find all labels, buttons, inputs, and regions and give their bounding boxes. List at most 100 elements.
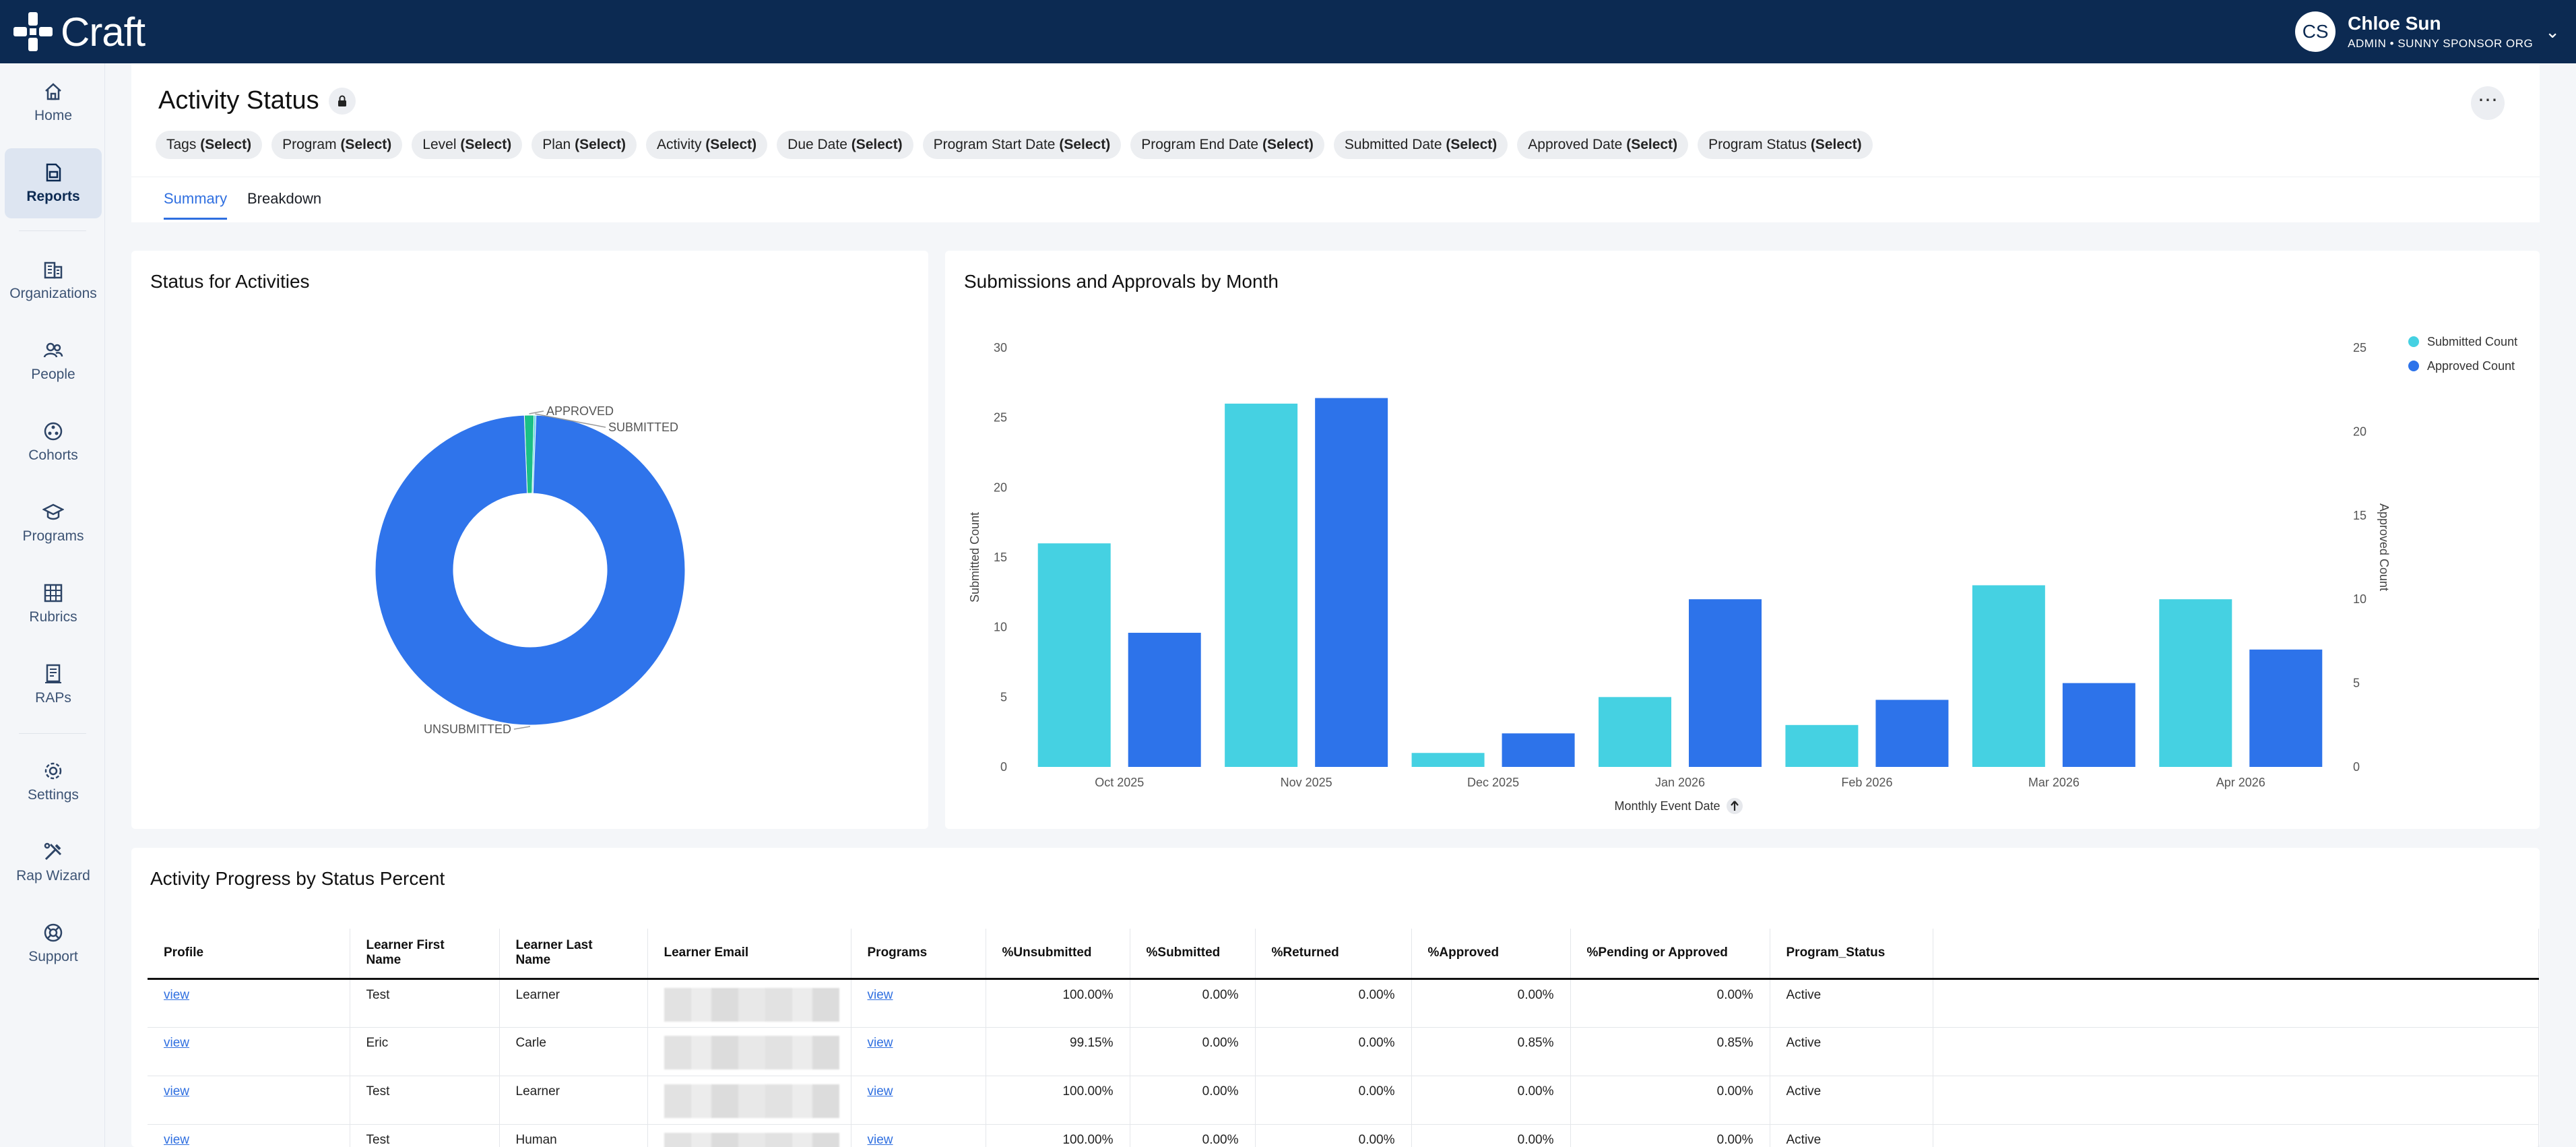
sidebar-item-rap-wizard[interactable]: Rap Wizard xyxy=(5,828,102,898)
sidebar-item-label: Support xyxy=(28,949,78,964)
empty-cell xyxy=(1933,1027,2539,1076)
bar-approved-count xyxy=(1315,398,1388,767)
email-cell-redacted xyxy=(647,1076,851,1125)
craft-logo[interactable]: Craft xyxy=(11,9,146,55)
chevron-down-icon[interactable]: ⌄ xyxy=(2545,21,2560,42)
sidebar-item-settings[interactable]: Settings xyxy=(5,747,102,817)
column-header[interactable]: Program_Status xyxy=(1770,929,1933,980)
column-header[interactable]: %Pending or Approved xyxy=(1570,929,1770,980)
x-axis-tick-label: Dec 2025 xyxy=(1467,776,1519,789)
sidebar-item-home[interactable]: Home xyxy=(5,67,102,137)
submissions-bar-chart: 0 5 10 15 20 25 30 0 5 10 15 20 25 Submitted Count App… xyxy=(968,335,2517,814)
submitted-cell: 0.00% xyxy=(1130,979,1256,1028)
more-options-button[interactable]: ⋯ xyxy=(2471,86,2505,120)
profile-view-link[interactable]: view xyxy=(164,1084,190,1098)
column-header[interactable]: Learner Last Name xyxy=(499,929,648,980)
programs-view-link[interactable]: view xyxy=(867,1035,893,1050)
sidebar-item-cohorts[interactable]: Cohorts xyxy=(5,407,102,477)
sidebar-item-raps[interactable]: RAPs xyxy=(5,650,102,720)
page-title-text: Activity Status xyxy=(158,86,319,115)
sidebar-item-organizations[interactable]: Organizations xyxy=(5,245,102,315)
sidebar-item-support[interactable]: Support xyxy=(5,908,102,979)
y-axis-tick-label: 0 xyxy=(1000,760,1007,774)
column-header[interactable]: Profile xyxy=(148,929,350,980)
sidebar: Home Reports Organizations People Cohort… xyxy=(0,63,105,1147)
email-cell-redacted xyxy=(647,1027,851,1076)
sidebar-item-label: RAPs xyxy=(35,690,71,706)
sidebar-item-programs[interactable]: Programs xyxy=(5,488,102,558)
nav-divider xyxy=(19,230,86,231)
filter-program[interactable]: Program (Select) xyxy=(271,131,403,159)
sidebar-item-rubrics[interactable]: Rubrics xyxy=(5,569,102,639)
pending-cell: 0.85% xyxy=(1570,1027,1770,1076)
x-axis-tick-label: Feb 2026 xyxy=(1841,776,1892,789)
sidebar-item-label: Reports xyxy=(26,189,80,204)
programs-view-link[interactable]: view xyxy=(867,1084,893,1098)
donut-leader-line xyxy=(529,410,544,414)
sidebar-item-label: Programs xyxy=(22,528,84,544)
filter-approved-date[interactable]: Approved Date (Select) xyxy=(1517,131,1689,159)
column-header[interactable]: Learner First Name xyxy=(350,929,500,980)
filter-submitted-date[interactable]: Submitted Date (Select) xyxy=(1333,131,1508,159)
filter-activity[interactable]: Activity (Select) xyxy=(645,131,768,159)
home-icon xyxy=(45,83,61,100)
avatar[interactable]: CS xyxy=(2295,11,2336,52)
submitted-cell: 0.00% xyxy=(1130,1027,1256,1076)
bar-approved-count xyxy=(2249,649,2323,767)
status-card: Status for Activities APPROVED SUBMITTED U… xyxy=(131,251,928,829)
tab-breakdown[interactable]: Breakdown xyxy=(247,190,322,207)
filter-tags[interactable]: Tags (Select) xyxy=(156,131,263,159)
filter-program-end-date[interactable]: Program End Date (Select) xyxy=(1130,131,1324,159)
donut-leader-line xyxy=(513,726,531,730)
table-header-row: Profile Learner First Name Learner Last … xyxy=(148,929,2539,980)
column-header[interactable]: %Unsubmitted xyxy=(986,929,1130,980)
donut-label: UNSUBMITTED xyxy=(424,722,511,736)
last-name-cell: Carle xyxy=(499,1027,648,1076)
status-cell: Active xyxy=(1770,1027,1933,1076)
profile-view-link[interactable]: view xyxy=(164,1132,190,1147)
legend-item[interactable]: Submitted Count xyxy=(2408,335,2517,348)
y2-axis-tick-label: 10 xyxy=(2353,592,2366,606)
programs-view-link[interactable]: view xyxy=(867,1132,893,1147)
user-menu[interactable]: CS Chloe Sun ADMIN • SUNNY SPONSOR ORG ⌄ xyxy=(2295,9,2560,54)
filter-plan[interactable]: Plan (Select) xyxy=(532,131,637,159)
profile-view-link[interactable]: view xyxy=(164,1035,190,1050)
sidebar-item-label: Rubrics xyxy=(29,609,77,625)
cohort-icon xyxy=(44,422,63,441)
filter-due-date[interactable]: Due Date (Select) xyxy=(777,131,913,159)
tab-summary[interactable]: Summary xyxy=(164,190,228,220)
y2-axis-tick-label: 20 xyxy=(2353,425,2366,438)
document-icon xyxy=(45,664,61,683)
x-axis-tick-label: Apr 2026 xyxy=(2216,776,2265,789)
x-axis-tick-label: Oct 2025 xyxy=(1095,776,1144,789)
submitted-cell: 0.00% xyxy=(1130,1076,1256,1125)
filter-program-status[interactable]: Program Status (Select) xyxy=(1698,131,1873,159)
lock-icon[interactable] xyxy=(328,87,356,115)
progress-card: Activity Progress by Status Percent Prof… xyxy=(131,848,2540,1147)
column-header[interactable]: %Returned xyxy=(1255,929,1412,980)
legend-item[interactable]: Approved Count xyxy=(2408,359,2515,373)
sidebar-item-label: Organizations xyxy=(9,286,97,301)
approved-cell: 0.00% xyxy=(1411,1124,1571,1147)
y-axis-tick-label: 10 xyxy=(994,621,1007,634)
column-header[interactable]: Programs xyxy=(851,929,986,980)
sidebar-item-reports[interactable]: Reports xyxy=(5,148,102,218)
email-cell-redacted xyxy=(647,979,851,1028)
sidebar-item-people[interactable]: People xyxy=(5,326,102,396)
column-header[interactable]: Learner Email xyxy=(647,929,851,980)
filter-level[interactable]: Level (Select) xyxy=(412,131,523,159)
bar-submitted-count xyxy=(1972,585,2045,767)
programs-view-link[interactable]: view xyxy=(867,987,893,1002)
first-name-cell: Test xyxy=(350,979,500,1028)
approved-cell: 0.00% xyxy=(1411,979,1571,1028)
sidebar-item-label: Cohorts xyxy=(28,447,78,463)
donut-slice-unsubmitted xyxy=(375,414,686,726)
column-header[interactable]: %Submitted xyxy=(1130,929,1256,980)
page-title: Activity Status xyxy=(158,86,356,115)
y-axis-tick-label: 25 xyxy=(994,411,1007,425)
profile-view-link[interactable]: view xyxy=(164,987,190,1002)
column-header-empty xyxy=(1933,929,2539,980)
filter-program-start-date[interactable]: Program Start Date (Select) xyxy=(922,131,1122,159)
column-header[interactable]: %Approved xyxy=(1411,929,1571,980)
sort-arrow-icon[interactable] xyxy=(1727,798,1743,814)
